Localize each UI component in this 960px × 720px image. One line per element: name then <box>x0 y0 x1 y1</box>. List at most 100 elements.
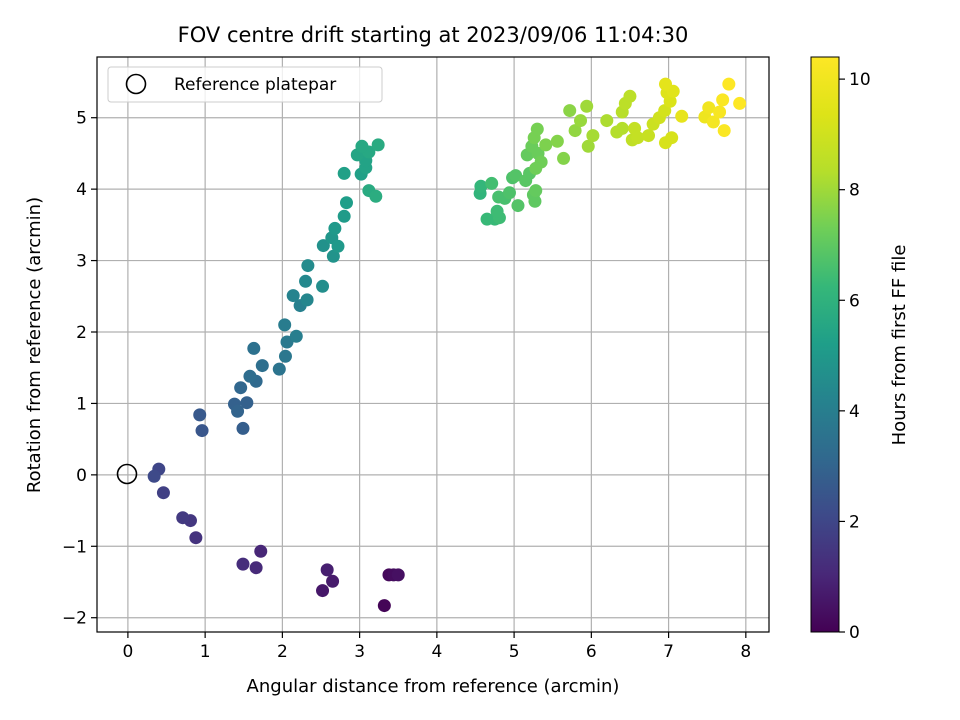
data-point <box>716 93 730 107</box>
data-point <box>474 179 488 193</box>
data-point <box>147 469 161 483</box>
data-point <box>299 274 313 288</box>
data-point <box>529 161 543 175</box>
data-point <box>490 204 504 218</box>
data-point <box>502 186 516 200</box>
legend-marker <box>125 73 147 95</box>
data-point <box>337 209 351 223</box>
data-point <box>247 341 261 355</box>
data-point <box>702 101 716 115</box>
colorbar-tick-label: 0 <box>849 623 860 643</box>
data-point <box>286 289 300 303</box>
data-point <box>301 259 315 273</box>
data-point <box>355 139 369 153</box>
y-tick-label: 3 <box>76 252 87 272</box>
data-point <box>176 511 190 525</box>
colorbar: 0 2 4 6 8 10 Hours from first FF file <box>810 56 910 643</box>
data-point <box>568 124 582 138</box>
data-point <box>156 486 170 500</box>
x-axis-ticks: 0 1 2 3 4 5 6 7 8 <box>122 632 751 662</box>
data-point <box>722 77 736 91</box>
data-point <box>509 169 523 183</box>
grid <box>97 57 769 632</box>
data-point <box>280 335 294 349</box>
data-point <box>539 138 553 152</box>
data-point <box>557 151 571 165</box>
y-tick-label: 1 <box>76 394 87 414</box>
data-point <box>331 239 345 253</box>
data-point <box>511 199 525 213</box>
data-point <box>234 381 248 395</box>
data-point <box>249 561 263 575</box>
data-point <box>706 115 720 129</box>
data-point <box>289 329 303 343</box>
data-point <box>189 531 203 545</box>
data-point <box>193 408 207 422</box>
data-point <box>615 121 629 135</box>
colorbar-tick-label: 4 <box>849 402 860 422</box>
data-point <box>658 77 672 91</box>
colorbar-tick-label: 8 <box>849 181 860 201</box>
data-point <box>530 122 544 136</box>
x-tick-label: 4 <box>431 642 442 662</box>
data-point <box>371 138 385 152</box>
reference-platepar-marker <box>116 463 138 485</box>
colorbar-tick-label: 2 <box>849 512 860 532</box>
data-point <box>300 293 314 307</box>
data-point <box>254 544 268 558</box>
data-point <box>337 166 351 180</box>
data-point <box>326 574 340 588</box>
chart-title: FOV centre drift starting at 2023/09/06 … <box>178 23 689 47</box>
data-point <box>278 318 292 332</box>
data-point <box>713 105 727 119</box>
x-tick-label: 5 <box>509 642 520 662</box>
data-point <box>717 124 731 138</box>
data-point <box>665 131 679 145</box>
data-point <box>675 109 689 123</box>
data-point <box>377 599 391 613</box>
x-tick-label: 2 <box>277 642 288 662</box>
data-point <box>320 563 334 577</box>
x-axis-label: Angular distance from reference (arcmin) <box>247 676 620 697</box>
data-point <box>272 362 286 376</box>
colorbar-tick-label: 6 <box>849 291 860 311</box>
legend: Reference platepar <box>107 66 383 103</box>
y-tick-label: 4 <box>76 180 87 200</box>
data-point <box>733 96 747 110</box>
plot-frame <box>96 56 770 633</box>
data-point <box>339 196 353 210</box>
data-point <box>255 359 269 373</box>
y-tick-label: 5 <box>76 109 87 129</box>
data-point <box>581 139 595 153</box>
data-point <box>236 421 250 435</box>
data-point <box>316 279 330 293</box>
y-axis-ticks: −2 −1 0 1 2 3 4 5 <box>62 109 97 629</box>
y-tick-label: −2 <box>62 609 87 629</box>
data-point <box>563 104 577 118</box>
data-point <box>580 99 594 113</box>
x-tick-label: 7 <box>663 642 674 662</box>
x-tick-label: 6 <box>586 642 597 662</box>
data-point <box>195 424 209 438</box>
data-point <box>529 184 543 198</box>
legend-label: Reference platepar <box>174 75 336 95</box>
colorbar-gradient <box>810 56 840 633</box>
y-axis-label: Rotation from reference (arcmin) <box>24 197 45 493</box>
data-point <box>574 114 588 128</box>
data-point <box>243 369 257 383</box>
x-tick-label: 0 <box>122 642 133 662</box>
y-tick-label: −1 <box>62 537 87 557</box>
data-point <box>623 89 637 103</box>
x-tick-label: 1 <box>200 642 211 662</box>
data-point <box>586 129 600 143</box>
data-point <box>316 239 330 253</box>
colorbar-ticks: 0 2 4 6 8 10 <box>839 70 871 643</box>
data-point <box>600 114 614 128</box>
x-tick-label: 3 <box>354 642 365 662</box>
data-point <box>240 396 254 410</box>
colorbar-label: Hours from first FF file <box>889 245 910 446</box>
legend-box <box>107 66 383 103</box>
data-point <box>231 404 245 418</box>
x-tick-label: 8 <box>740 642 751 662</box>
data-point <box>550 134 564 148</box>
